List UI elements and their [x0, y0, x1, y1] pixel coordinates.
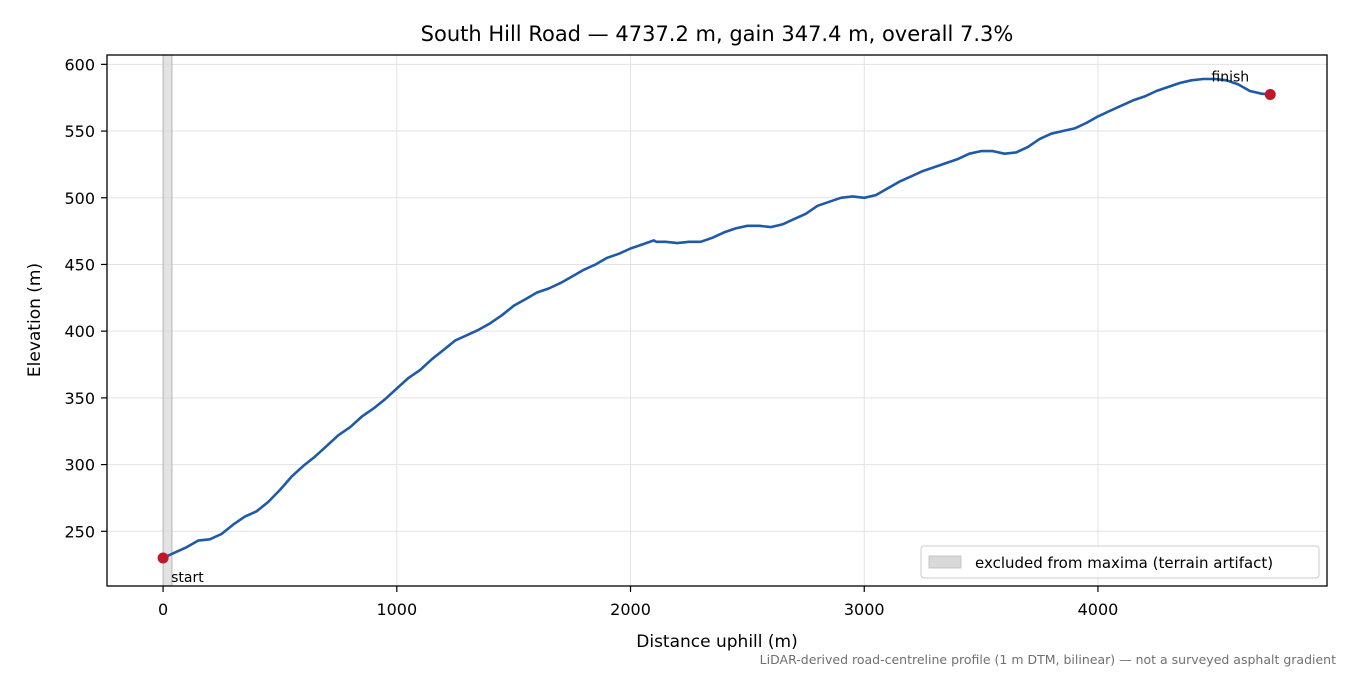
y-tick-label: 450: [64, 255, 95, 274]
grid: [107, 55, 1327, 586]
x-tick-label: 4000: [1078, 600, 1119, 619]
excluded-band: [162, 54, 173, 587]
x-axis-ticks: 0 1000 2000 3000 4000: [158, 586, 1118, 619]
y-tick-label: 250: [64, 522, 95, 541]
y-axis-ticks: 250 300 350 400 450 500 550 600: [64, 55, 107, 541]
plot-frame: [106, 54, 1328, 587]
footnote: LiDAR-derived road-centreline profile (1…: [760, 652, 1336, 667]
legend-box: [920, 545, 1320, 579]
x-tick-label: 3000: [844, 600, 885, 619]
x-axis-label: Distance uphill (m): [636, 632, 797, 652]
finish-marker: [1264, 88, 1276, 100]
legend-label: excluded from maxima (terrain artifact): [975, 554, 1273, 572]
finish-annotation: finish: [1211, 69, 1249, 85]
series-layer: [161, 77, 1272, 560]
excluded-band-layer: [162, 54, 173, 587]
y-tick-label: 350: [64, 389, 95, 408]
marker-layer: [157, 88, 1276, 564]
y-axis-label: Elevation (m): [25, 263, 45, 377]
elevation-line: [161, 77, 1272, 560]
y-tick-label: 550: [64, 122, 95, 141]
y-tick-label: 600: [64, 55, 95, 74]
x-tick-label: 2000: [610, 600, 651, 619]
y-tick-label: 300: [64, 456, 95, 475]
legend: excluded from maxima (terrain artifact): [920, 545, 1320, 579]
start-annotation: start: [171, 570, 204, 586]
x-tick-label: 0: [158, 600, 168, 619]
legend-swatch: [928, 555, 962, 569]
x-tick-label: 1000: [376, 600, 417, 619]
y-tick-label: 400: [64, 322, 95, 341]
y-tick-label: 500: [64, 189, 95, 208]
start-marker: [157, 552, 169, 564]
chart-title: South Hill Road — 4737.2 m, gain 347.4 m…: [421, 22, 1014, 46]
